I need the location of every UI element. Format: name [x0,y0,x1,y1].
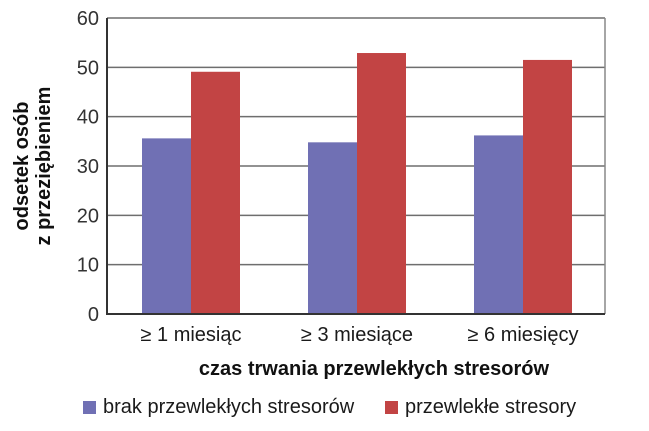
y-tick-label: 60 [77,8,99,30]
y-tick-label: 20 [77,205,99,227]
bar-no-stressors [142,138,191,314]
x-category-labels: ≥ 1 miesiąc ≥ 3 miesiące ≥ 6 miesięcy [140,324,578,346]
legend-label: przewlekłe stresory [405,396,577,418]
bar-chronic-stressors [523,59,572,314]
y-tick-label: 30 [77,156,99,178]
y-tick-label: 50 [77,57,99,79]
y-axis-label: odsetek osób z przeziębieniem [11,87,55,246]
y-tick-label: 0 [88,304,99,326]
bars [142,53,572,314]
legend-label: brak przewlekłych stresorów [103,396,355,418]
x-category-label: ≥ 6 miesięcy [467,324,578,346]
legend: brak przewlekłych stresorów przewlekłe s… [0,396,649,426]
bar-no-stressors [308,142,357,314]
bar-chronic-stressors [191,71,240,314]
legend-swatch-red [385,401,398,414]
x-category-label: ≥ 3 miesiące [301,324,413,346]
axes [106,18,606,315]
legend-item-chronic-stressors: przewlekłe stresory [385,396,576,419]
legend-swatch-blue [83,401,96,414]
bar-chronic-stressors [357,53,406,314]
y-tick-label: 10 [77,255,99,277]
bar-no-stressors [474,135,523,314]
y-tick-labels: 0 10 20 30 40 50 60 [77,8,99,326]
x-axis-label: czas trwania przewlekłych stresorów [199,358,550,380]
x-category-label: ≥ 1 miesiąc [140,324,241,346]
y-axis-label-line1: odsetek osób [11,102,33,231]
y-tick-label: 40 [77,107,99,129]
y-axis-label-line2: z przeziębieniem [33,87,55,246]
legend-item-no-stressors: brak przewlekłych stresorów [83,396,354,419]
bar-chart: 0 10 20 30 40 50 60 ≥ 1 miesiąc ≥ 3 miesiące ≥ 6… [11,8,606,380]
